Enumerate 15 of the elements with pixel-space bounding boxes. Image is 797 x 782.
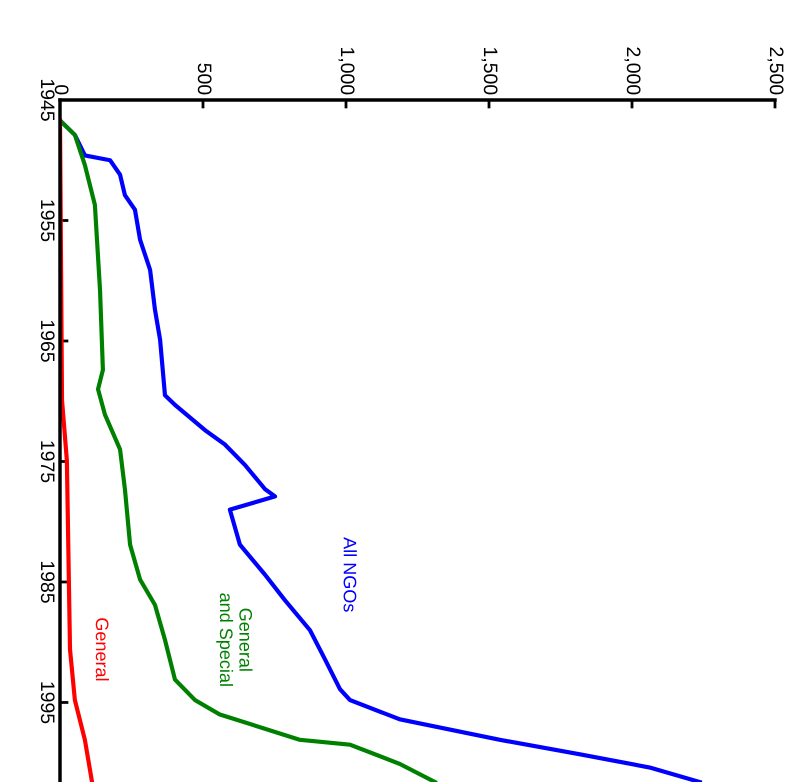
text: General <box>96 618 109 680</box>
text: All NGOs <box>344 537 357 612</box>
x-tick-label: 1,000 <box>338 48 355 94</box>
y-tick-label: 1945 <box>40 80 55 121</box>
x-tick-label: 1,500 <box>481 48 498 94</box>
x-tick-label: 2,000 <box>624 47 641 94</box>
text: General and Special <box>216 593 253 686</box>
y-tick-label: 1975 <box>40 441 55 482</box>
y-tick-label: 1965 <box>40 320 55 362</box>
x-tick-label: 2,500 <box>767 47 784 94</box>
x-tick-label: 500 <box>198 63 212 94</box>
y-tick-label: 1995 <box>40 682 55 724</box>
x-tick-label: 0 <box>54 85 69 94</box>
y-tick-label: 1985 <box>40 562 55 603</box>
y-tick-label: 1955 <box>40 200 55 242</box>
